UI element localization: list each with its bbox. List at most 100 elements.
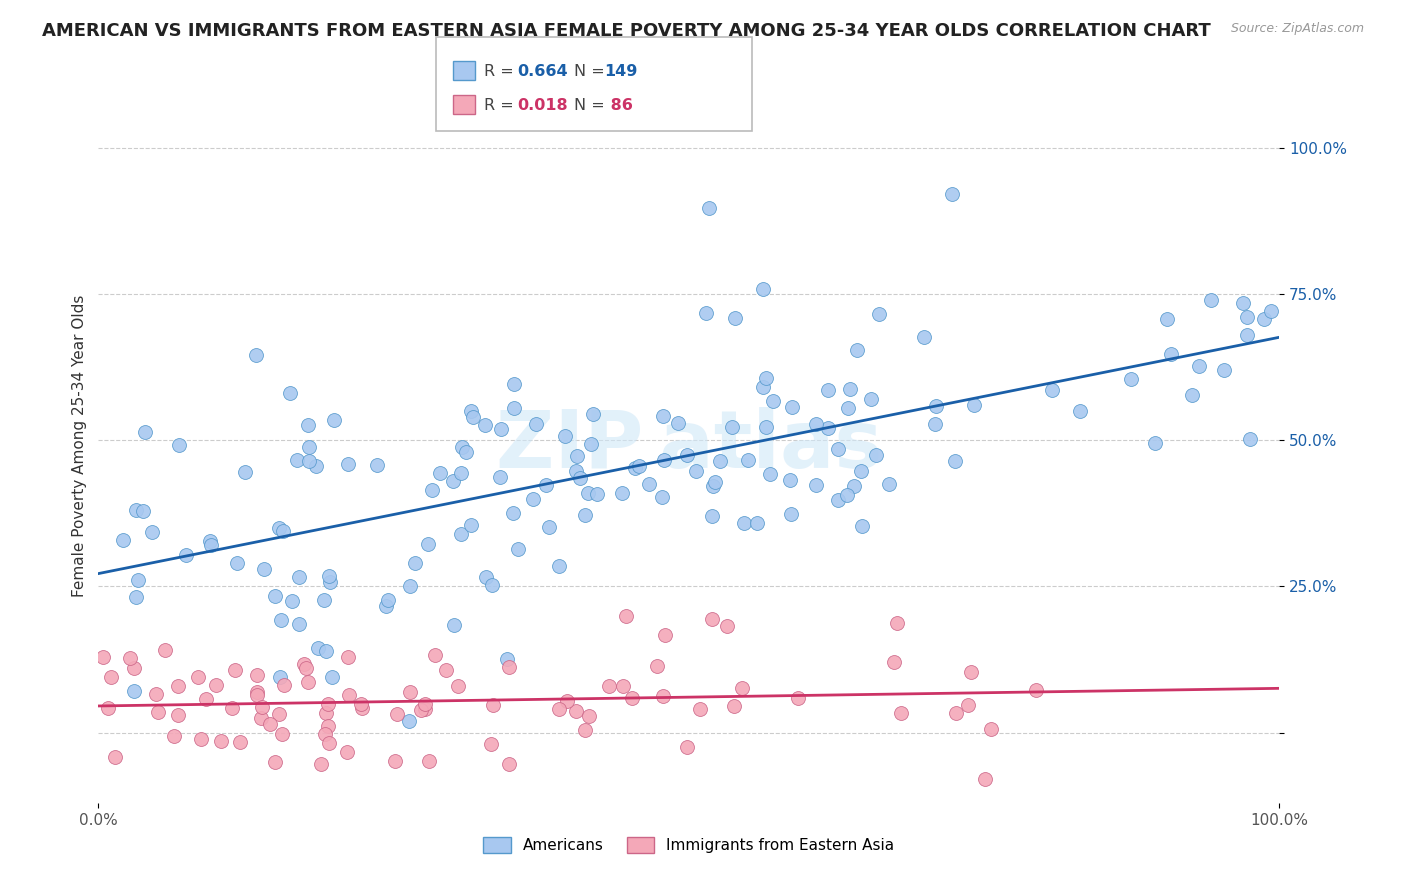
- Point: [450, 527, 472, 541]
- Point: [702, 478, 724, 492]
- Point: [167, 438, 190, 452]
- Point: [886, 616, 908, 631]
- Point: [1040, 383, 1063, 397]
- Point: [460, 517, 482, 532]
- Point: [122, 661, 145, 675]
- Point: [163, 729, 186, 743]
- Point: [316, 719, 339, 733]
- Point: [623, 460, 645, 475]
- Point: [322, 413, 344, 427]
- Point: [318, 569, 340, 583]
- Point: [883, 655, 905, 669]
- Point: [1188, 359, 1211, 374]
- Point: [1236, 310, 1258, 324]
- Point: [269, 670, 291, 684]
- Point: [205, 678, 228, 692]
- Point: [877, 476, 900, 491]
- Point: [817, 383, 839, 397]
- Point: [297, 418, 319, 433]
- Point: [474, 570, 496, 584]
- Point: [827, 442, 849, 456]
- Point: [498, 756, 520, 771]
- Point: [447, 680, 470, 694]
- Point: [941, 187, 963, 202]
- Point: [267, 706, 290, 721]
- Point: [416, 537, 439, 551]
- Point: [890, 706, 912, 720]
- Point: [503, 401, 526, 415]
- Point: [366, 458, 388, 473]
- Point: [565, 449, 588, 463]
- Point: [246, 685, 269, 699]
- Point: [454, 444, 477, 458]
- Point: [200, 538, 222, 552]
- Point: [441, 474, 464, 488]
- Point: [614, 608, 637, 623]
- Point: [450, 440, 472, 454]
- Point: [759, 467, 782, 482]
- Point: [579, 437, 602, 451]
- Point: [434, 663, 457, 677]
- Point: [314, 726, 336, 740]
- Point: [565, 704, 588, 718]
- Point: [418, 754, 440, 768]
- Point: [747, 516, 769, 530]
- Point: [676, 448, 699, 462]
- Point: [336, 649, 359, 664]
- Point: [413, 702, 436, 716]
- Point: [503, 376, 526, 391]
- Point: [720, 420, 742, 434]
- Point: [959, 665, 981, 680]
- Point: [1156, 312, 1178, 326]
- Point: [463, 410, 485, 425]
- Point: [350, 697, 373, 711]
- Point: [264, 755, 287, 769]
- Point: [141, 524, 163, 539]
- Point: [651, 490, 673, 504]
- Point: [837, 401, 859, 416]
- Point: [425, 648, 447, 663]
- Point: [292, 657, 315, 672]
- Point: [752, 283, 775, 297]
- Point: [124, 684, 146, 698]
- Point: [1260, 304, 1282, 318]
- Point: [804, 417, 827, 432]
- Point: [409, 703, 432, 717]
- Point: [1232, 295, 1254, 310]
- Point: [112, 533, 135, 547]
- Point: [536, 478, 558, 492]
- Point: [385, 706, 408, 721]
- Point: [762, 393, 785, 408]
- Point: [489, 422, 512, 436]
- Text: R =: R =: [484, 98, 519, 112]
- Point: [849, 464, 872, 478]
- Point: [263, 590, 285, 604]
- Point: [125, 503, 148, 517]
- Point: [271, 727, 294, 741]
- Point: [229, 735, 252, 749]
- Point: [554, 429, 576, 443]
- Point: [429, 466, 451, 480]
- Text: R =: R =: [484, 64, 519, 78]
- Point: [703, 475, 725, 490]
- Text: 0.664: 0.664: [517, 64, 568, 78]
- Point: [399, 579, 422, 593]
- Point: [925, 399, 948, 413]
- Point: [697, 201, 720, 215]
- Point: [1025, 683, 1047, 698]
- Point: [845, 343, 868, 358]
- Point: [627, 458, 650, 473]
- Point: [1199, 293, 1222, 308]
- Point: [273, 677, 295, 691]
- Point: [250, 700, 273, 714]
- Point: [288, 570, 311, 584]
- Point: [221, 701, 243, 715]
- Point: [259, 717, 281, 731]
- Point: [190, 732, 212, 747]
- Point: [755, 420, 778, 434]
- Point: [315, 644, 337, 658]
- Point: [200, 533, 222, 548]
- Point: [586, 487, 609, 501]
- Point: [1236, 328, 1258, 343]
- Point: [943, 454, 966, 468]
